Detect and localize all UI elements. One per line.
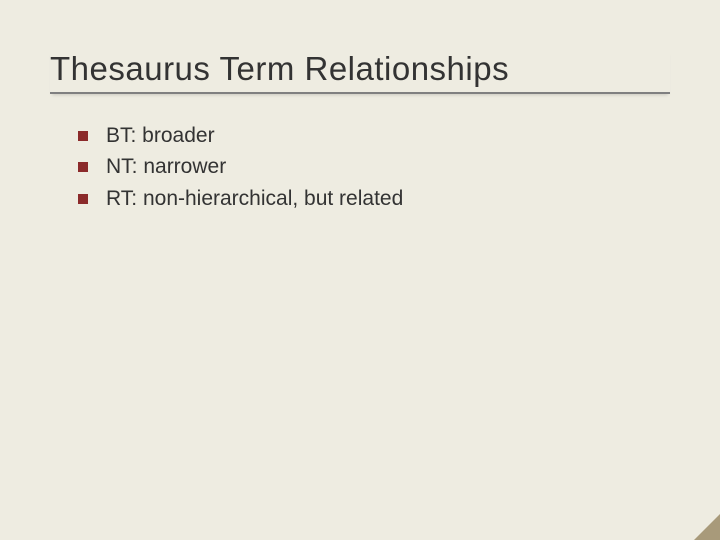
list-item: RT: non-hierarchical, but related (78, 185, 670, 212)
bullet-text: RT: non-hierarchical, but related (106, 185, 403, 212)
title-container: Thesaurus Term Relationships (50, 50, 670, 94)
slide-container: Thesaurus Term Relationships BT: broader… (0, 0, 720, 540)
bullet-text: NT: narrower (106, 153, 226, 180)
corner-accent-icon (694, 514, 720, 540)
square-bullet-icon (78, 162, 88, 172)
slide-title: Thesaurus Term Relationships (50, 50, 670, 88)
square-bullet-icon (78, 194, 88, 204)
square-bullet-icon (78, 131, 88, 141)
bullet-text: BT: broader (106, 122, 215, 149)
list-item: NT: narrower (78, 153, 670, 180)
bullet-list: BT: broader NT: narrower RT: non-hierarc… (50, 122, 670, 212)
list-item: BT: broader (78, 122, 670, 149)
